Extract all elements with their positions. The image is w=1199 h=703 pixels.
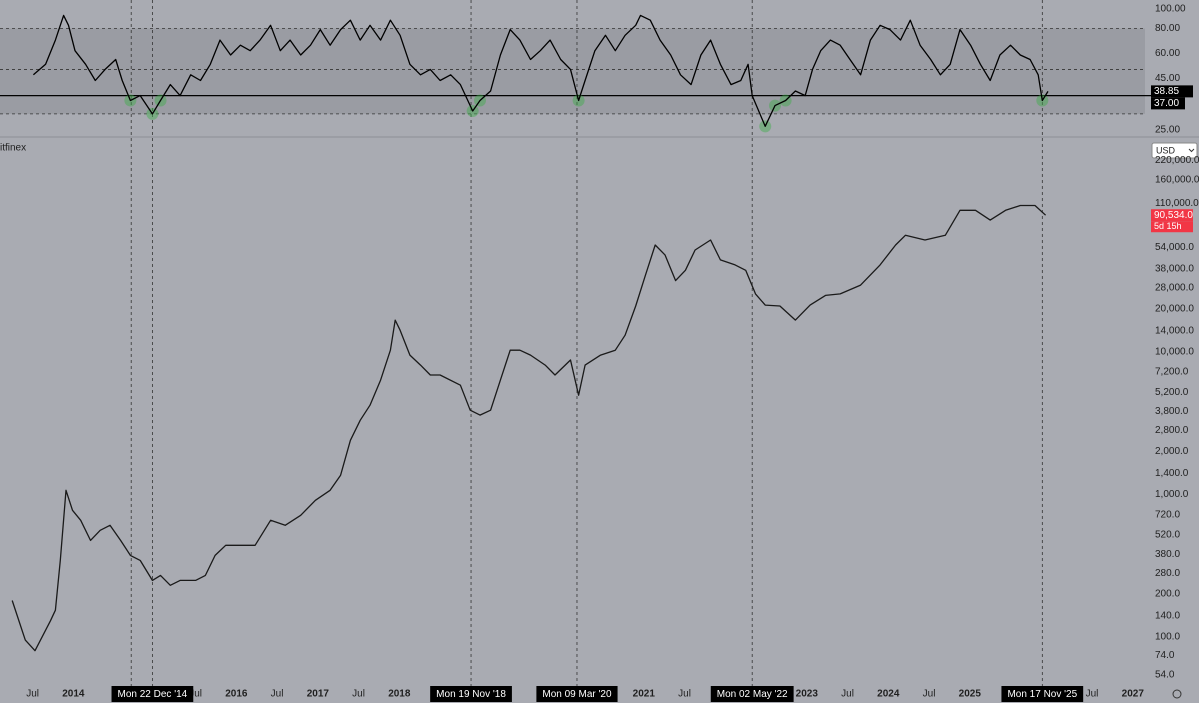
baseline-label: 37.00 [1154,98,1179,109]
y-tick-label: 74.0 [1155,650,1175,661]
series-line [32,14,1049,127]
x-tick-label: Jul [1086,689,1099,700]
y-tick-label: 200.0 [1155,589,1180,600]
x-tick-label: Jul [923,689,936,700]
countdown-label: 5d 15h [1154,221,1182,231]
y-tick-label: 20,000.0 [1155,303,1194,314]
marker-date-label: Mon 17 Nov '25 [1007,689,1077,700]
y-tick-label: 100.0 [1155,632,1180,643]
marker-date-label: Mon 02 May '22 [717,689,788,700]
currency-label[interactable]: USD [1156,145,1176,155]
x-tick-label: 2021 [633,689,656,700]
rsi-band [0,28,1145,114]
x-tick-label: Jul [271,689,284,700]
y-tick-label: 110,000.0 [1155,198,1199,209]
y-tick-label: 28,000.0 [1155,283,1194,294]
y-tick-label: 7,200.0 [1155,367,1189,378]
x-tick-label: 2027 [1122,689,1145,700]
x-tick-label: Jul [26,689,39,700]
marker-date-box [536,686,618,702]
x-tick-label: Jul [189,689,202,700]
x-tick-label: 2018 [388,689,411,700]
y-tick-label: 220,000.0 [1155,155,1199,166]
y-tick-label: 45.00 [1155,73,1180,84]
y-tick-label: 38,000.0 [1155,264,1194,275]
marker-date-label: Mon 19 Nov '18 [436,689,506,700]
y-tick-label: 60.00 [1155,48,1180,59]
y-tick-label: 380.0 [1155,549,1180,560]
y-tick-label: 720.0 [1155,509,1180,520]
marker-date-box [710,686,794,702]
last-value-label: 90,534.0 [1154,210,1193,221]
currency-select[interactable] [1151,142,1198,159]
series-line [11,204,1047,652]
x-tick-label: Jul [841,689,854,700]
y-tick-label: 14,000.0 [1155,325,1194,336]
exchange-label: itfinex [0,143,26,154]
x-tick-label: Jul [678,689,691,700]
y-tick-label: 5,200.0 [1155,387,1189,398]
y-tick-label: 10,000.0 [1155,346,1194,357]
x-tick-label: 2017 [307,689,330,700]
marker-date-box [111,686,194,702]
y-tick-label: 1,400.0 [1155,468,1189,479]
dropdown-arrow[interactable] [1188,148,1195,153]
last-value-label: 38.85 [1154,86,1179,97]
baseline-box [1151,97,1185,110]
y-tick-label: 2,800.0 [1155,425,1189,436]
y-tick-label: 54.0 [1155,670,1175,681]
y-tick-label: 280.0 [1155,568,1180,579]
x-tick-label: 2014 [62,689,85,700]
last-value-box [1151,209,1193,222]
y-tick-label: 520.0 [1155,529,1180,540]
y-tick-label: 2,000.0 [1155,446,1189,457]
y-tick-label: 80.00 [1155,23,1180,34]
settings-icon[interactable] [1172,689,1182,699]
marker-date-label: Mon 09 Mar '20 [542,689,612,700]
x-tick-label: Jul [352,689,365,700]
y-tick-label: 54,000.0 [1155,242,1194,253]
y-tick-label: 140.0 [1155,611,1180,622]
countdown-box [1151,221,1193,233]
marker-date-box [430,686,512,702]
x-tick-label: 2016 [225,689,248,700]
x-tick-label: 2023 [796,689,819,700]
marker-date-label: Mon 22 Dec '14 [118,689,188,700]
x-tick-label: 2025 [959,689,982,700]
y-tick-label: 1,000.0 [1155,489,1189,500]
y-tick-label: 100.00 [1155,4,1186,15]
y-tick-label: 160,000.0 [1155,175,1199,186]
marker-date-box [1001,686,1084,702]
x-tick-label: 2024 [877,689,900,700]
last-value-box [1151,85,1193,98]
y-tick-label: 25.00 [1155,124,1180,135]
y-tick-label: 3,800.0 [1155,406,1189,417]
